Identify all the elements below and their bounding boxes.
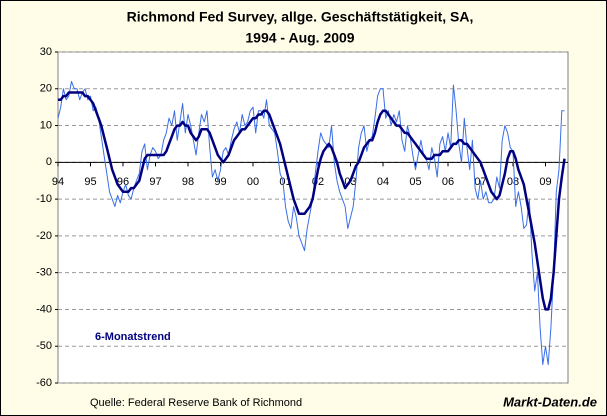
y-tick-label: -50 <box>36 340 52 352</box>
y-tick-label: 30 <box>40 46 52 58</box>
x-tick-label: 99 <box>214 176 226 188</box>
brand: Markt-Daten.de <box>503 394 597 409</box>
y-tick-label: -20 <box>36 230 52 242</box>
y-tick-label: 0 <box>46 156 52 168</box>
source-note: Quelle: Federal Reserve Bank of Richmond <box>90 397 302 409</box>
y-tick-label: 20 <box>40 83 52 95</box>
chart-title: Richmond Fed Survey, allge. Geschäftstät… <box>127 9 474 25</box>
series-line <box>58 91 566 311</box>
x-tick-label: 04 <box>377 176 389 188</box>
y-tick-label: -60 <box>36 377 52 389</box>
x-tick-label: 98 <box>182 176 194 188</box>
y-tick-label: -30 <box>36 267 52 279</box>
y-tick-label: -40 <box>36 303 52 315</box>
x-tick-label: 09 <box>539 176 551 188</box>
y-tick-label: -10 <box>36 193 52 205</box>
x-tick-label: 00 <box>247 176 259 188</box>
y-tick-label: 10 <box>40 119 52 131</box>
x-tick-label: 05 <box>409 176 421 188</box>
x-tick-label: 97 <box>149 176 161 188</box>
x-tick-label: 95 <box>84 176 96 188</box>
x-tick-label: 08 <box>507 176 519 188</box>
plot-area <box>57 51 569 384</box>
x-tick-label: 06 <box>442 176 454 188</box>
chart-subtitle: 1994 - Aug. 2009 <box>245 30 354 46</box>
series-line <box>57 80 565 366</box>
x-tick-label: 94 <box>52 176 64 188</box>
legend-entry: 6-Monatstrend <box>95 331 171 343</box>
